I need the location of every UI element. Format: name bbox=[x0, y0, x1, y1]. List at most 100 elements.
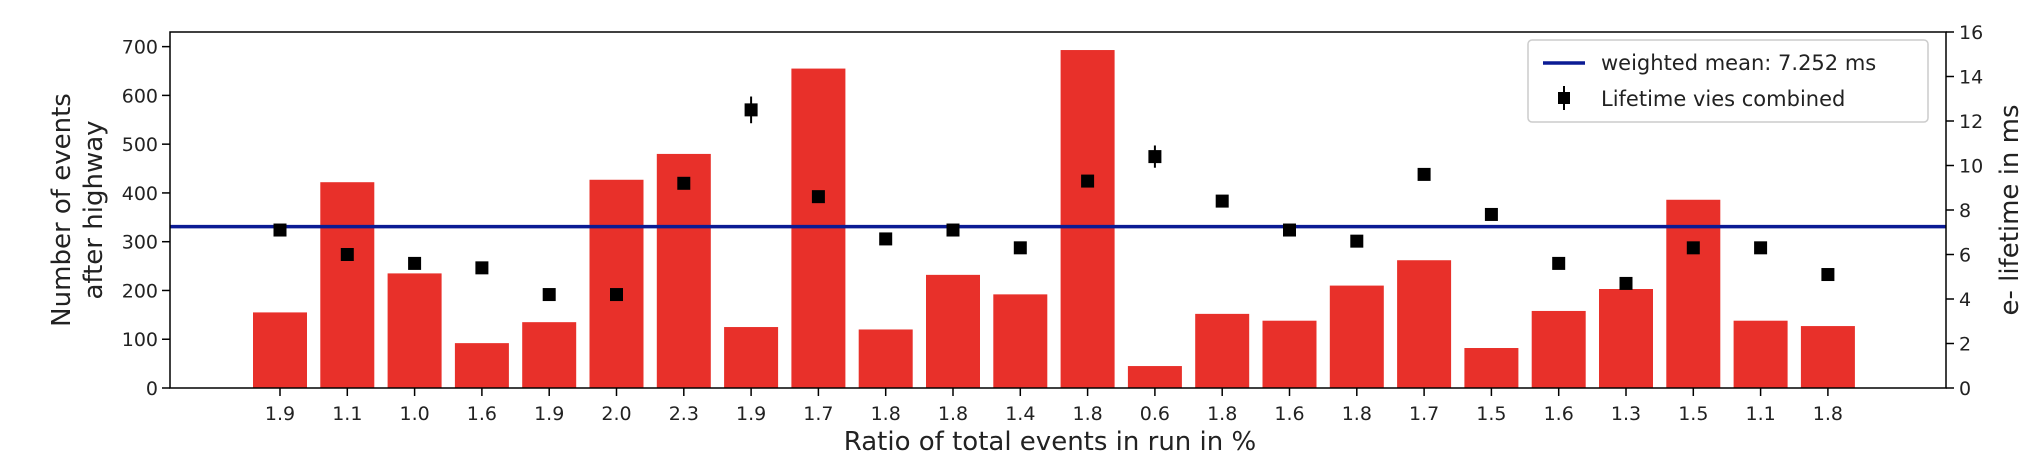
bar-2 bbox=[387, 273, 442, 388]
legend-entry-lifetime: Lifetime vies combined bbox=[1601, 87, 1845, 111]
left-tick-label-100: 100 bbox=[122, 329, 158, 351]
y2-axis-title: e- lifetime in ms bbox=[1995, 104, 2025, 315]
lifetime-point-9 bbox=[879, 232, 893, 246]
bar-1 bbox=[320, 182, 375, 388]
right-tick-label-6: 6 bbox=[1959, 245, 1971, 267]
y-axis-title-line1: Number of events bbox=[47, 93, 77, 327]
bar-7 bbox=[724, 327, 779, 388]
bar-4 bbox=[522, 322, 577, 388]
right-tick-label-2: 2 bbox=[1959, 334, 1971, 356]
lifetime-point-17 bbox=[1417, 167, 1431, 181]
right-axis-ticks: 0 2 4 6 8 10 12 14 16 bbox=[1946, 22, 1983, 400]
lifetime-point-15 bbox=[1283, 223, 1296, 237]
right-tick-label-8: 8 bbox=[1959, 200, 1971, 222]
bar-6 bbox=[656, 153, 711, 388]
x-tick-label-3: 1.6 bbox=[467, 403, 497, 425]
x-tick-label-0: 1.9 bbox=[265, 403, 295, 425]
bar-11 bbox=[993, 294, 1048, 388]
legend-entry-mean: weighted mean: 7.252 ms bbox=[1601, 51, 1876, 75]
bar-9 bbox=[858, 329, 913, 388]
x-tick-label-21: 1.5 bbox=[1678, 403, 1708, 425]
x-tick-label-16: 1.8 bbox=[1342, 403, 1372, 425]
bar-19 bbox=[1531, 310, 1586, 388]
right-tick-label-12: 12 bbox=[1959, 111, 1983, 133]
x-tick-label-6: 2.3 bbox=[669, 403, 699, 425]
left-tick-label-700: 700 bbox=[122, 37, 158, 59]
right-tick-label-14: 14 bbox=[1959, 67, 1983, 89]
y-axis-title-line2: after highway bbox=[79, 120, 109, 299]
lifetime-point-10 bbox=[946, 223, 960, 237]
lifetime-point-11 bbox=[1013, 241, 1027, 255]
lifetime-point-23 bbox=[1821, 268, 1835, 282]
x-axis-title: Ratio of total events in run in % bbox=[844, 427, 1256, 457]
left-tick-label-300: 300 bbox=[122, 232, 158, 254]
lifetime-point-6 bbox=[677, 176, 691, 190]
lifetime-point-7 bbox=[744, 103, 758, 117]
left-tick-label-0: 0 bbox=[146, 378, 158, 400]
left-axis-ticks: 0 100 200 300 400 500 600 700 bbox=[122, 37, 170, 400]
x-tick-label-4: 1.9 bbox=[534, 403, 564, 425]
right-tick-label-4: 4 bbox=[1959, 289, 1971, 311]
x-tick-label-7: 1.9 bbox=[736, 403, 766, 425]
left-tick-label-200: 200 bbox=[122, 280, 158, 302]
x-tick-label-9: 1.8 bbox=[871, 403, 901, 425]
x-tick-label-20: 1.3 bbox=[1611, 403, 1641, 425]
bar-21 bbox=[1666, 199, 1721, 388]
left-tick-label-400: 400 bbox=[122, 183, 158, 205]
right-tick-label-0: 0 bbox=[1959, 378, 1971, 400]
bar-0 bbox=[253, 312, 307, 388]
x-tick-label-12: 1.8 bbox=[1072, 403, 1102, 425]
lifetime-point-1 bbox=[340, 248, 354, 261]
lifetime-point-22 bbox=[1754, 241, 1768, 255]
legend-point-swatch bbox=[1558, 92, 1570, 104]
lifetime-point-16 bbox=[1350, 234, 1364, 248]
bar-17 bbox=[1397, 260, 1452, 388]
bar-18 bbox=[1464, 348, 1519, 388]
x-tick-label-15: 1.6 bbox=[1274, 403, 1304, 425]
left-tick-label-500: 500 bbox=[122, 134, 158, 156]
x-tick-label-11: 1.4 bbox=[1005, 403, 1035, 425]
right-tick-label-10: 10 bbox=[1959, 156, 1983, 178]
x-tick-label-22: 1.1 bbox=[1745, 403, 1775, 425]
legend: weighted mean: 7.252 ms Lifetime vies co… bbox=[1527, 39, 1929, 123]
x-tick-label-19: 1.6 bbox=[1544, 403, 1574, 425]
x-tick-label-23: 1.8 bbox=[1813, 403, 1843, 425]
lifetime-point-12 bbox=[1081, 174, 1095, 188]
lifetime-point-20 bbox=[1619, 276, 1633, 290]
lifetime-point-3 bbox=[475, 261, 489, 275]
lifetime-point-0 bbox=[273, 223, 287, 237]
bar-22 bbox=[1733, 320, 1788, 388]
lifetime-point-14 bbox=[1215, 194, 1229, 208]
bar-12 bbox=[1060, 50, 1115, 389]
left-tick-label-600: 600 bbox=[122, 85, 158, 107]
x-axis-ticks: 1.9 1.1 1.0 1.6 1.9 2.0 2.3 1.9 1.7 1.8 1.8 1.4 1.8 0… bbox=[265, 388, 1843, 425]
lifetime-point-2 bbox=[408, 256, 422, 270]
lifetime-point-19 bbox=[1552, 256, 1566, 270]
x-tick-label-17: 1.7 bbox=[1409, 403, 1439, 425]
lifetime-point-8 bbox=[811, 190, 825, 204]
bars-group bbox=[253, 50, 1855, 389]
x-tick-label-13: 0.6 bbox=[1140, 403, 1170, 425]
lifetime-point-13 bbox=[1148, 150, 1162, 164]
bar-10 bbox=[926, 274, 980, 388]
x-tick-label-14: 1.8 bbox=[1207, 403, 1237, 425]
x-tick-label-1: 1.1 bbox=[332, 403, 362, 425]
bar-16 bbox=[1329, 285, 1384, 388]
bar-5 bbox=[589, 179, 644, 388]
bar-14 bbox=[1195, 313, 1250, 388]
bar-23 bbox=[1800, 326, 1855, 388]
lifetime-point-5 bbox=[610, 288, 623, 302]
x-tick-label-18: 1.5 bbox=[1476, 403, 1506, 425]
x-tick-label-8: 1.7 bbox=[803, 403, 833, 425]
x-tick-label-10: 1.8 bbox=[938, 403, 968, 425]
lifetime-point-18 bbox=[1484, 207, 1498, 221]
legend-box bbox=[1527, 39, 1929, 123]
bar-13 bbox=[1127, 366, 1182, 388]
bar-3 bbox=[454, 343, 509, 388]
lifetime-points-group bbox=[273, 96, 1835, 302]
lifetime-point-4 bbox=[542, 288, 556, 302]
lifetime-point-21 bbox=[1686, 241, 1700, 255]
x-tick-label-5: 2.0 bbox=[601, 403, 631, 425]
right-tick-label-16: 16 bbox=[1959, 22, 1983, 44]
